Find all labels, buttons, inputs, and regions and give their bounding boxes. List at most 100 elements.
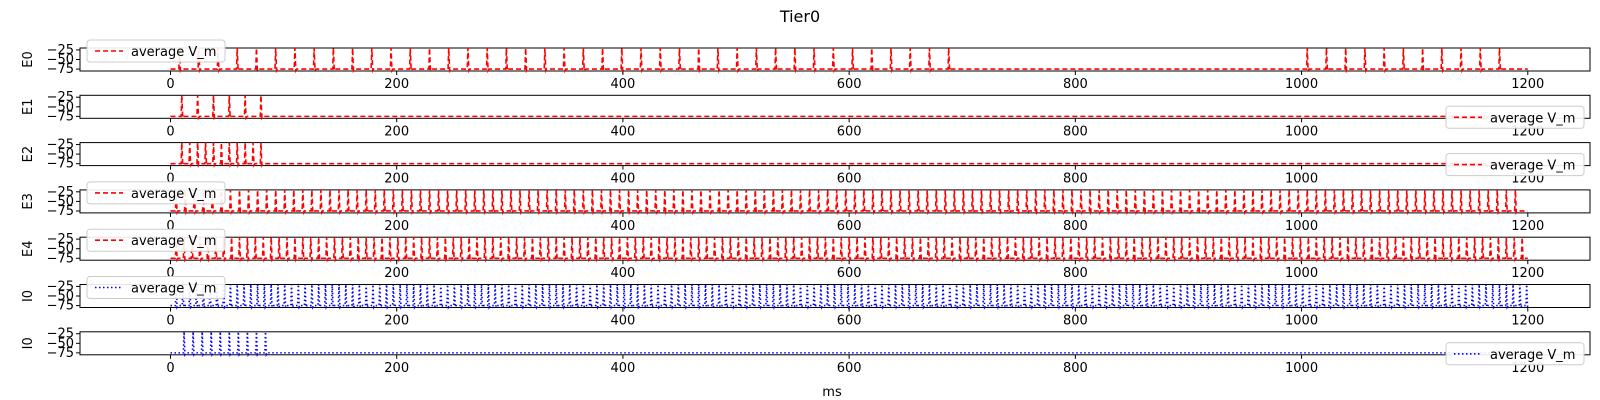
x-tick-label: 200 [384,172,409,187]
y-tick-label: −75 [47,204,74,219]
y-tick-label: −50 [47,194,74,209]
legend: average V_m [1445,105,1585,129]
panel-5: −25−50−75 I0 0 200 400 600 800 1000 1200 average … [21,276,1591,329]
x-tick-label: 1000 [1285,219,1318,234]
y-tick-label: −25 [47,185,74,200]
y-axis-label: E1 [21,99,36,116]
x-tick-label: 400 [611,124,636,139]
x-tick-label: 600 [837,266,862,281]
x-tick-label: 1200 [1511,77,1544,92]
x-tick-label: 800 [1063,266,1088,281]
legend-box [86,228,226,252]
x-tick-label: 800 [1063,124,1088,139]
y-tick-label: −50 [47,53,74,68]
y-tick-label: −75 [47,109,74,124]
x-tick-label: 1200 [1511,314,1544,329]
legend-label: average V_m [1490,159,1575,174]
y-tick-label: −75 [47,299,74,314]
x-tick-label: 0 [166,266,174,281]
x-tick-label: 600 [837,314,862,329]
legend: average V_m [86,181,226,205]
y-tick-label: −75 [47,157,74,172]
x-tick-label: 800 [1063,219,1088,234]
y-tick-label: −50 [47,100,74,115]
legend-label: average V_m [131,187,216,202]
x-tick-label: 200 [384,314,409,329]
axes-frame [79,142,1591,167]
x-tick-label: 0 [166,361,174,376]
legend-label: average V_m [131,234,216,249]
series-line [170,189,1528,216]
chart-title: Tier0 [779,7,820,26]
legend-box [1445,153,1585,177]
y-tick-label: −25 [47,138,74,153]
legend: average V_m [86,228,226,252]
y-tick-label: −25 [47,279,74,294]
x-tick-label: 1000 [1285,361,1318,376]
axes-frame [79,189,1591,214]
x-tick-label: 1000 [1285,266,1318,281]
x-tick-label: 1000 [1285,77,1318,92]
legend-box [1445,342,1585,366]
y-tick-label: −25 [47,43,74,58]
x-tick-label: 1000 [1285,314,1318,329]
x-tick-label: 200 [384,124,409,139]
legend-box [86,181,226,205]
x-tick-label: 600 [837,219,862,234]
x-tick-label: 400 [611,266,636,281]
x-tick-label: 600 [837,172,862,187]
x-tick-label: 800 [1063,361,1088,376]
y-tick-label: −50 [47,147,74,162]
series-line [170,331,1528,358]
x-tick-label: 400 [611,314,636,329]
x-tick-label: 1200 [1511,219,1544,234]
x-tick-label: 0 [166,314,174,329]
x-tick-label: 800 [1063,77,1088,92]
x-axis-label: ms [822,385,842,400]
legend: average V_m [86,39,226,63]
y-tick-label: −75 [47,346,74,361]
x-tick-label: 800 [1063,314,1088,329]
series-line [170,142,1528,168]
legend-box [86,276,226,299]
x-tick-label: 1000 [1285,124,1318,139]
legend-label: average V_m [131,282,216,297]
x-tick-label: 0 [166,77,174,92]
panel-3: −25−50−75 E3 0 200 400 600 800 1000 1200 average … [21,181,1591,234]
series-line [170,95,1528,121]
x-tick-label: 400 [611,219,636,234]
legend-box [1445,105,1585,129]
panel-4: −25−50−75 E4 0 200 400 600 800 1000 1200 average … [21,228,1591,281]
legend: average V_m [1445,342,1585,366]
x-tick-label: 200 [384,219,409,234]
y-tick-label: −75 [47,62,74,77]
series-line [170,284,1530,310]
legend: average V_m [86,276,226,299]
y-tick-label: −50 [47,336,74,351]
legend-box [86,39,226,63]
y-axis-label: I0 [21,337,36,349]
y-tick-label: −50 [47,289,74,304]
x-tick-label: 600 [837,361,862,376]
legend-label: average V_m [1490,111,1575,126]
x-tick-label: 200 [384,77,409,92]
x-tick-label: 200 [384,266,409,281]
x-tick-label: 200 [384,361,409,376]
panel-0: −25−50−75 E0 0 200 400 600 800 1000 1200 average … [21,39,1591,92]
x-tick-label: 400 [611,361,636,376]
x-tick-label: 400 [611,77,636,92]
y-tick-label: −50 [47,242,74,257]
x-tick-label: 600 [837,124,862,139]
x-tick-label: 0 [166,219,174,234]
axes-frame [79,331,1591,356]
x-tick-label: 400 [611,172,636,187]
series-line [170,47,1528,74]
x-tick-label: 0 [166,124,174,139]
y-tick-label: −25 [47,232,74,247]
x-tick-label: 1000 [1285,172,1318,187]
